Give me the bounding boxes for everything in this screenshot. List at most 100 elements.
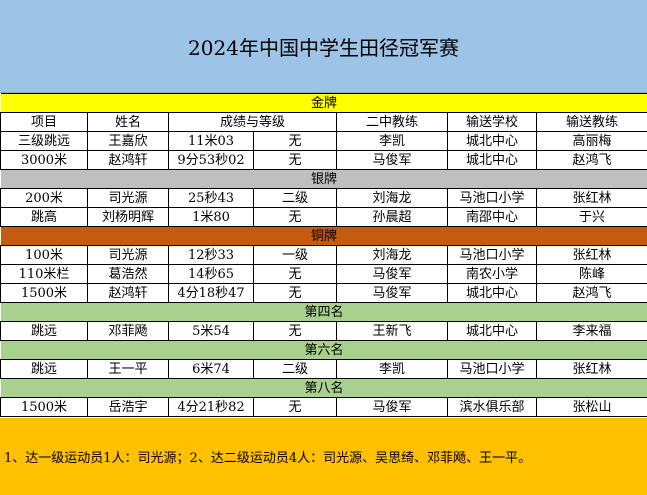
section-silver: 银牌	[0, 169, 647, 189]
cell: 3000米	[0, 150, 88, 170]
table-row: 100米 司光源 12秒33 一级 刘海龙 马池口小学 张红林	[0, 245, 647, 265]
cell: 邓菲飏	[87, 321, 169, 341]
table-row: 跳高 刘杨明辉 1米80 无 孙晨超 南邵中心 于兴	[0, 207, 647, 227]
cell: 王一平	[87, 359, 169, 379]
header-cell: 输送教练	[535, 112, 647, 132]
cell: 100米	[0, 245, 88, 265]
section-label: 银牌	[0, 169, 647, 189]
cell: 司光源	[87, 245, 169, 265]
section-sixth: 第六名	[0, 340, 647, 360]
cell: 刘杨明辉	[87, 207, 169, 227]
cell: 无	[253, 397, 337, 417]
cell: 赵鸿轩	[87, 150, 169, 170]
table-row: 三级跳远 王嘉欣 11米03 无 李凯 城北中心 高丽梅	[0, 131, 647, 151]
section-label: 铜牌	[0, 226, 647, 246]
cell: 110米栏	[0, 264, 88, 284]
cell: 二级	[253, 359, 337, 379]
cell: 25秒43	[168, 188, 254, 208]
results-table: 金牌 项目 姓名 成绩与等级 二中教练 输送学校 输送教练 三级跳远 王嘉欣 1…	[0, 93, 647, 417]
table-row: 110米栏 葛浩然 14秒65 无 马俊军 南农小学 陈峰	[0, 264, 647, 284]
cell: 无	[253, 150, 337, 170]
cell: 马俊军	[336, 283, 448, 303]
cell: 王新飞	[336, 321, 448, 341]
cell: 王嘉欣	[87, 131, 169, 151]
table-row: 200米 司光源 25秒43 二级 刘海龙 马池口小学 张红林	[0, 188, 647, 208]
table-row: 1500米 岳浩宇 4分21秒82 无 马俊军 滨水俱乐部 张松山	[0, 397, 647, 417]
cell: 200米	[0, 188, 88, 208]
cell: 9分53秒02	[168, 150, 254, 170]
cell: 张松山	[535, 397, 647, 417]
cell: 马俊军	[336, 150, 448, 170]
cell: 无	[253, 264, 337, 284]
cell: 刘海龙	[336, 188, 448, 208]
cell: 南农小学	[447, 264, 537, 284]
section-bronze: 铜牌	[0, 226, 647, 246]
cell: 无	[253, 283, 337, 303]
cell: 1500米	[0, 283, 88, 303]
section-fourth: 第四名	[0, 302, 647, 322]
header-cell: 二中教练	[336, 112, 448, 132]
cell: 陈峰	[535, 264, 647, 284]
cell: 无	[253, 207, 337, 227]
cell: 赵鸿轩	[87, 283, 169, 303]
cell: 城北中心	[447, 150, 537, 170]
cell: 无	[253, 321, 337, 341]
sheet-title: 2024年中国中学生田径冠军赛	[0, 0, 647, 93]
cell: 滨水俱乐部	[447, 397, 537, 417]
cell: 城北中心	[447, 321, 537, 341]
cell: 三级跳远	[0, 131, 88, 151]
cell: 马俊军	[336, 397, 448, 417]
cell: 无	[253, 131, 337, 151]
header-row: 项目 姓名 成绩与等级 二中教练 输送学校 输送教练	[0, 112, 647, 132]
table-row: 3000米 赵鸿轩 9分53秒02 无 马俊军 城北中心 赵鸿飞	[0, 150, 647, 170]
cell: 城北中心	[447, 131, 537, 151]
cell: 马池口小学	[447, 188, 537, 208]
cell: 5米54	[168, 321, 254, 341]
footer-note: 1、达一级运动员1人：司光源；2、达二级运动员4人：司光源、吴思绮、邓菲飏、王一…	[0, 418, 647, 495]
cell: 跳远	[0, 359, 88, 379]
cell: 于兴	[535, 207, 647, 227]
cell: 张红林	[535, 188, 647, 208]
cell: 一级	[253, 245, 337, 265]
cell: 张红林	[535, 245, 647, 265]
cell: 高丽梅	[535, 131, 647, 151]
cell: 李凯	[336, 131, 448, 151]
cell: 孙晨超	[336, 207, 448, 227]
section-label: 第六名	[0, 340, 647, 360]
cell: 城北中心	[447, 283, 537, 303]
cell: 李来福	[535, 321, 647, 341]
header-cell: 项目	[0, 112, 88, 132]
cell: 14秒65	[168, 264, 254, 284]
cell: 1米80	[168, 207, 254, 227]
cell: 赵鸿飞	[535, 283, 647, 303]
cell: 6米74	[168, 359, 254, 379]
cell: 马俊军	[336, 264, 448, 284]
cell: 4分18秒47	[168, 283, 254, 303]
cell: 跳高	[0, 207, 88, 227]
cell: 11米03	[168, 131, 254, 151]
cell: 刘海龙	[336, 245, 448, 265]
table-row: 1500米 赵鸿轩 4分18秒47 无 马俊军 城北中心 赵鸿飞	[0, 283, 647, 303]
cell: 1500米	[0, 397, 88, 417]
table-row: 跳远 邓菲飏 5米54 无 王新飞 城北中心 李来福	[0, 321, 647, 341]
cell: 岳浩宇	[87, 397, 169, 417]
cell: 李凯	[336, 359, 448, 379]
cell: 4分21秒82	[168, 397, 254, 417]
header-cell: 姓名	[87, 112, 169, 132]
table-row: 跳远 王一平 6米74 二级 李凯 马池口小学 张红林	[0, 359, 647, 379]
section-label: 第八名	[0, 378, 647, 398]
header-cell: 成绩与等级	[168, 112, 337, 132]
cell: 二级	[253, 188, 337, 208]
cell: 马池口小学	[447, 359, 537, 379]
cell: 司光源	[87, 188, 169, 208]
header-cell: 输送学校	[447, 112, 537, 132]
cell: 张红林	[535, 359, 647, 379]
cell: 跳远	[0, 321, 88, 341]
section-eighth: 第八名	[0, 378, 647, 398]
section-gold: 金牌	[0, 93, 647, 113]
cell: 南邵中心	[447, 207, 537, 227]
section-label: 金牌	[0, 93, 647, 113]
cell: 葛浩然	[87, 264, 169, 284]
section-label: 第四名	[0, 302, 647, 322]
